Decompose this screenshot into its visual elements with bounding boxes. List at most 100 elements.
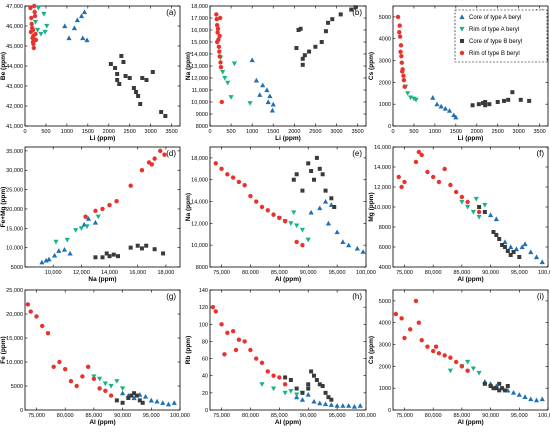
data-point [137, 398, 142, 403]
panel-g: 75,000 80,000 85,000 90,000 95,000 100,000 0 50… [0, 288, 190, 426]
data-point [92, 219, 99, 225]
data-point [349, 7, 354, 12]
data-point [95, 214, 101, 220]
data-point [242, 182, 247, 188]
data-point [493, 216, 499, 222]
data-point [298, 26, 303, 31]
x-tick-label: 100,000 [538, 413, 550, 419]
data-point [399, 184, 404, 190]
data-point [230, 175, 236, 180]
data-point [29, 21, 34, 27]
data-point [242, 339, 247, 344]
data-point [111, 252, 116, 257]
data-point [144, 78, 149, 82]
plot-frame [24, 146, 181, 268]
data-point [210, 304, 216, 310]
data-point [291, 210, 297, 216]
x-tick-label: 80,000 [242, 270, 259, 276]
data-point [265, 99, 271, 105]
data-point [236, 337, 242, 342]
data-point [430, 95, 436, 100]
y-tick-label: 15,000 [191, 40, 208, 46]
data-point [416, 149, 422, 155]
panel-label: (e) [352, 149, 362, 158]
x-tick-label: 2000 [471, 129, 483, 135]
y-tick-label: 17,000 [191, 16, 208, 22]
panel-label: (b) [352, 8, 362, 17]
y-tick-label: 12,000 [191, 221, 208, 227]
data-point [131, 395, 137, 401]
data-point [81, 9, 88, 15]
data-point [305, 237, 311, 243]
data-point [131, 86, 136, 90]
data-point [254, 356, 259, 361]
panel-label: (i) [537, 292, 544, 301]
data-point [97, 376, 103, 382]
y-axis-title: Rb (ppm) [185, 336, 192, 365]
data-point [442, 105, 448, 111]
data-point [288, 221, 294, 226]
data-point [294, 223, 300, 229]
plot-frame [24, 289, 181, 411]
data-point [134, 90, 139, 94]
data-point [299, 227, 306, 233]
data-point [102, 381, 108, 387]
data-point [117, 82, 122, 86]
data-point [67, 250, 73, 256]
data-point [508, 253, 513, 257]
data-point [264, 87, 270, 93]
data-point [522, 394, 528, 399]
x-axis-title: Al (ppm) [457, 419, 483, 426]
data-point [214, 23, 220, 28]
data-point [401, 77, 407, 83]
y-tick-label: 100 [199, 322, 208, 328]
data-point [340, 403, 346, 408]
data-point [481, 101, 486, 106]
data-point [115, 72, 120, 76]
data-point [306, 161, 311, 166]
series-core-of-type-a-beryl [487, 212, 545, 265]
data-point [300, 56, 305, 61]
x-tick-label: 90,000 [482, 270, 499, 276]
x-tick-label: 75,000 [28, 413, 45, 419]
y-tick-label: 9000 [196, 112, 208, 118]
data-point [483, 100, 488, 104]
data-point [322, 198, 329, 204]
data-point [494, 233, 499, 237]
data-point [128, 245, 133, 250]
data-point [399, 53, 404, 59]
x-tick-label: 12,000 [73, 270, 90, 276]
data-point [66, 35, 72, 41]
y-tick-label: 3000 [379, 59, 391, 65]
data-point [228, 95, 234, 100]
data-point [148, 397, 154, 403]
y-tick-label: 4000 [379, 37, 391, 43]
data-point [402, 84, 407, 89]
x-tick-label: 100,000 [170, 413, 190, 419]
data-point [216, 44, 222, 49]
data-point [326, 395, 331, 400]
x-tick-label: 3000 [513, 129, 525, 135]
series-rim-of-type-b-beryl [393, 298, 470, 373]
data-point [495, 100, 500, 104]
data-point [308, 209, 314, 215]
data-point [115, 78, 120, 82]
data-point [123, 74, 128, 78]
data-point [483, 103, 488, 108]
data-point [397, 29, 402, 35]
x-axis-title: Al (ppm) [275, 276, 301, 283]
y-tick-label: 10,000 [191, 100, 208, 106]
data-point [120, 400, 125, 405]
data-point [42, 29, 48, 35]
panel-label: (a) [166, 8, 176, 17]
data-point [451, 112, 457, 118]
data-point [107, 254, 112, 259]
y-tick-label: 0 [20, 408, 23, 414]
data-point [129, 393, 134, 398]
data-point [161, 251, 166, 256]
data-point [253, 77, 259, 83]
data-point [152, 247, 157, 252]
data-point [482, 381, 487, 386]
data-point [222, 75, 228, 81]
data-point [433, 344, 439, 349]
